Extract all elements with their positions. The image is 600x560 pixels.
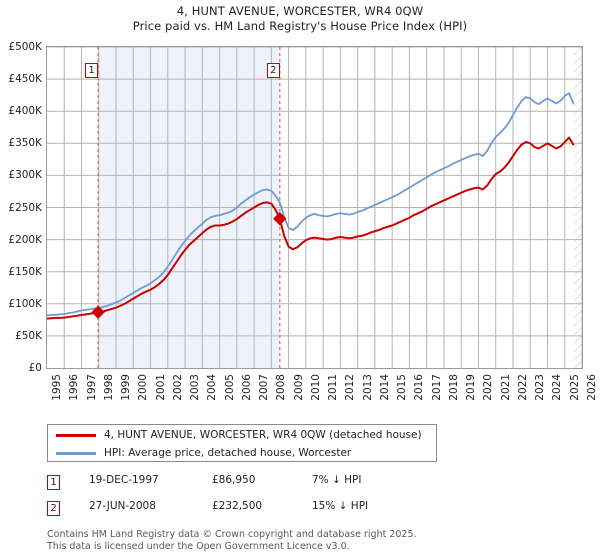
x-tick-label: 2017: [430, 374, 443, 401]
y-tick-label: £400K: [8, 105, 42, 118]
page-subtitle: Price paid vs. HM Land Registry's House …: [132, 19, 468, 33]
x-tick-label: 2018: [447, 374, 460, 401]
x-tick-label: 2008: [275, 374, 288, 401]
x-tick-label: 1996: [68, 374, 81, 401]
x-tick-label: 2021: [499, 374, 512, 401]
x-tick-label: 2020: [482, 374, 495, 401]
legend-color-swatch-property: [56, 434, 96, 437]
footer-line-1: Contains HM Land Registry data © Crown c…: [47, 529, 417, 540]
x-tick-label: 2016: [413, 374, 426, 401]
plot-marker-badge-2: 2: [266, 63, 280, 78]
legend-label-property: 4, HUNT AVENUE, WORCESTER, WR4 0QW (deta…: [104, 429, 422, 441]
plot-marker-badge-1: 1: [85, 63, 99, 78]
x-tick-label: 2000: [137, 374, 150, 401]
x-axis-labels: 1995 1996 1997 1998 1999 2000 2001 2002 2003 2004…: [46, 372, 598, 412]
y-tick-label: £350K: [8, 137, 42, 150]
table-row: 1 19-DEC-1997 £86,950 7% ↓ HPI: [47, 472, 467, 498]
price-history-line-chart: [47, 47, 582, 368]
sale-hpi-delta-2: 15% ↓ HPI: [312, 500, 369, 512]
sale-event-points: [91, 212, 287, 319]
sale-price-2: £232,500: [212, 500, 263, 512]
x-tick-label: 2022: [516, 374, 529, 401]
x-tick-label: 1998: [102, 374, 115, 401]
x-tick-label: 2005: [223, 374, 236, 401]
table-row: 2 27-JUN-2008 £232,500 15% ↓ HPI: [47, 498, 467, 524]
x-tick-label: 1995: [51, 374, 63, 401]
copyright-footer: Contains HM Land Registry data © Crown c…: [47, 529, 587, 552]
x-tick-label: 2013: [361, 374, 374, 401]
y-tick-label: £100K: [8, 297, 42, 310]
x-tick-label: 1997: [85, 374, 98, 401]
x-tick-label: 2014: [378, 374, 391, 401]
sale-hpi-delta-1: 7% ↓ HPI: [312, 474, 362, 486]
sale-date-1: 19-DEC-1997: [89, 474, 159, 486]
x-tick-label: 1999: [120, 374, 133, 401]
y-tick-label: £500K: [8, 41, 42, 53]
y-axis-labels: £0 £50K £100K £150K £200K £250K £300K £350K £400…: [0, 42, 42, 374]
footer-line-2: This data is licensed under the Open Gov…: [47, 540, 350, 552]
y-tick-label: £450K: [8, 73, 42, 86]
chart-legend: 4, HUNT AVENUE, WORCESTER, WR4 0QW (deta…: [47, 424, 437, 462]
y-tick-label: £50K: [15, 329, 42, 342]
sale-marker-badge-2: 2: [47, 501, 60, 516]
x-tick-label: 2023: [534, 374, 547, 401]
y-tick-label: £150K: [8, 265, 42, 278]
x-tick-label: 2006: [240, 374, 253, 401]
chart-series-lines: [47, 92, 575, 320]
x-tick-label: 2011: [327, 374, 340, 401]
x-tick-label: 2002: [171, 374, 184, 401]
y-tick-label: £200K: [8, 233, 42, 246]
page-title: 4, HUNT AVENUE, WORCESTER, WR4 0QW: [176, 4, 424, 18]
legend-item-hpi: HPI: Average price, detached house, Worc…: [48, 444, 436, 463]
x-tick-label: 2001: [154, 374, 167, 401]
sales-history-table: 1 19-DEC-1997 £86,950 7% ↓ HPI 2 27-JUN-…: [47, 472, 467, 524]
sale-date-2: 27-JUN-2008: [89, 500, 156, 512]
x-tick-label: 2012: [344, 374, 357, 401]
y-tick-label: £300K: [8, 169, 42, 182]
y-tick-label: £0: [28, 362, 42, 374]
x-tick-label: 2003: [189, 374, 202, 401]
x-tick-label: 2026: [586, 374, 598, 401]
x-tick-label: 2010: [309, 374, 322, 401]
sale-price-1: £86,950: [212, 474, 256, 486]
x-tick-label: 2025: [568, 374, 581, 401]
x-tick-label: 2024: [551, 374, 564, 401]
x-tick-label: 2004: [206, 374, 219, 401]
legend-label-hpi: HPI: Average price, detached house, Worc…: [104, 447, 352, 459]
x-tick-label: 2009: [292, 374, 305, 401]
x-tick-label: 2015: [396, 374, 409, 401]
x-tick-label: 2007: [258, 374, 271, 401]
legend-color-swatch-hpi: [56, 452, 96, 455]
y-tick-label: £250K: [8, 201, 42, 214]
sale-marker-badge-1: 1: [47, 475, 60, 490]
legend-item-property: 4, HUNT AVENUE, WORCESTER, WR4 0QW (deta…: [48, 426, 436, 445]
chart-title-block: 4, HUNT AVENUE, WORCESTER, WR4 0QW Price…: [0, 4, 600, 34]
x-tick-label: 2019: [465, 374, 478, 401]
